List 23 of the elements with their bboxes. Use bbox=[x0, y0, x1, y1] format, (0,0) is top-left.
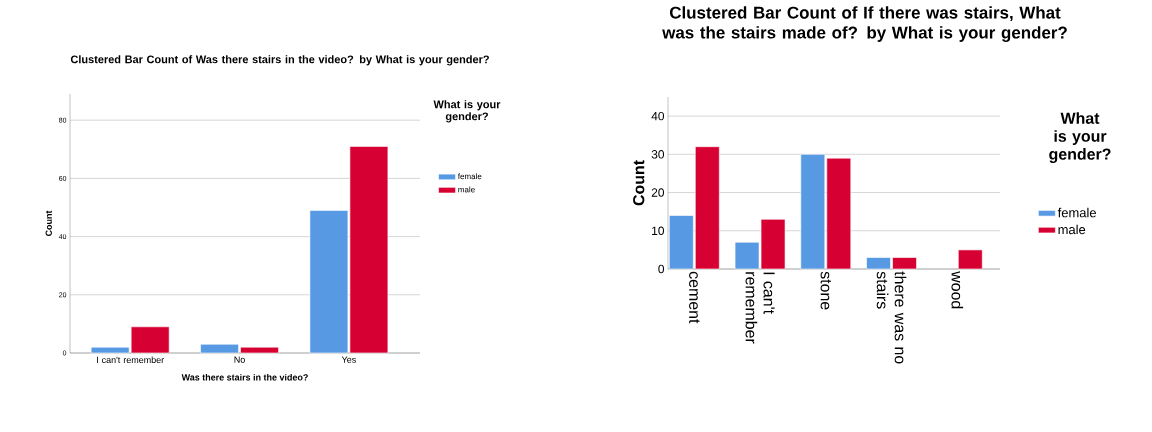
y-tick-label: 30 bbox=[651, 150, 665, 159]
x-tick-label: there was no stairs bbox=[876, 271, 907, 364]
legend-title: What is your gender? bbox=[1049, 112, 1111, 163]
chart-title: Clustered Bar Count of If there was stairs, What was the stairs made of? by What is your gender? bbox=[662, 6, 1067, 42]
x-tick-label: No bbox=[234, 356, 245, 363]
x-tick-label: Yes bbox=[341, 356, 356, 363]
y-tick-label: 40 bbox=[651, 111, 665, 121]
legend-label: male bbox=[1058, 224, 1086, 235]
y-tick-label: 0 bbox=[658, 264, 665, 274]
y-tick-label: 10 bbox=[652, 226, 665, 235]
x-tick-label: stone bbox=[820, 271, 832, 310]
y-axis-title: Count bbox=[45, 210, 52, 237]
x-tick-label: I can't remember bbox=[745, 272, 775, 344]
x-tick-label: wood bbox=[951, 271, 964, 309]
x-axis-title: Was there stairs in the video? bbox=[181, 373, 308, 381]
x-tick-label: I can't remember bbox=[97, 356, 164, 364]
chart-title: Clustered Bar Count of Was there stairs in the video? by What is your gender? bbox=[70, 55, 489, 66]
y-axis-title: Count bbox=[633, 160, 645, 206]
legend-label: female bbox=[1057, 207, 1096, 218]
bar bbox=[957, 249, 983, 270]
y-tick-label: 20 bbox=[651, 188, 665, 197]
legend-title: What is your gender? bbox=[433, 100, 501, 123]
x-tick-label: cement bbox=[689, 271, 700, 324]
